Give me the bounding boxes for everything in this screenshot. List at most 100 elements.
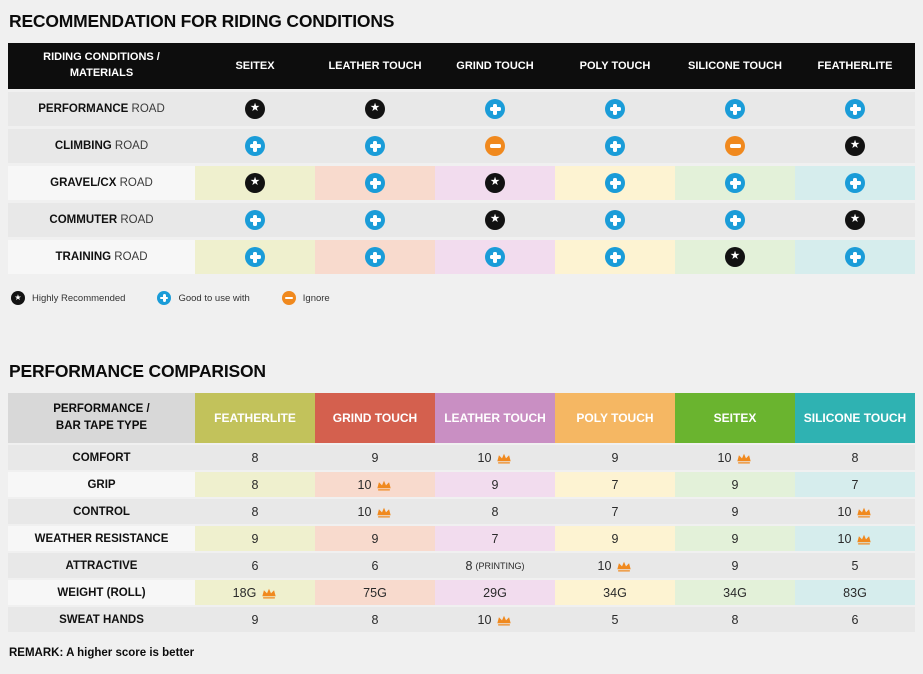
score-value: 10: [477, 450, 492, 465]
score-value: 9: [611, 531, 619, 546]
score-value: 6: [371, 558, 379, 573]
score-value: 9: [491, 477, 499, 492]
riding-row-label: GRAVEL/CX ROAD: [8, 166, 195, 200]
condition-name: TRAINING: [55, 251, 112, 263]
perf-table-body: COMFORT 8 9 10 9 10 8 GRIP 8 10 9 7 9 7 CONTROL 8 10 8 7 9 1…: [8, 445, 915, 632]
score-value: 9: [731, 477, 739, 492]
star-icon: [845, 210, 865, 230]
score-value: 8: [851, 450, 859, 465]
riding-header-row: RIDING CONDITIONS / MATERIALS SEITEX LEAT…: [8, 43, 915, 89]
perf-value-cell: 7: [555, 499, 675, 524]
perf-value-cell: 34G: [675, 580, 795, 605]
plus-icon: [365, 173, 385, 193]
score-value: 7: [491, 531, 499, 546]
riding-rating-cell: [315, 166, 435, 200]
score-value: 8: [251, 504, 259, 519]
perf-row-label: ATTRACTIVE: [65, 559, 138, 572]
riding-column-header: GRIND TOUCH: [456, 60, 534, 72]
riding-rating-cell: [435, 166, 555, 200]
riding-rating-cell: [315, 203, 435, 237]
crown-icon: [497, 453, 512, 464]
score-value: 8: [371, 612, 379, 627]
perf-header-row: PERFORMANCE / BAR TAPE TYPE FEATHERLITE G…: [8, 393, 915, 443]
crown-icon: [737, 453, 752, 464]
score-value: 9: [371, 450, 379, 465]
perf-value-cell: 10: [435, 607, 555, 632]
riding-rating-cell: [435, 240, 555, 274]
perf-column-header: FEATHERLITE: [195, 393, 315, 443]
riding-column-header: LEATHER TOUCH: [328, 60, 422, 72]
perf-table-row: CONTROL 8 10 8 7 9 10: [8, 499, 915, 524]
score-value: 7: [851, 477, 859, 492]
star-icon: [365, 99, 385, 119]
perf-table-row: SWEAT HANDS 9 8 10 5 8 6: [8, 607, 915, 632]
perf-value-cell: 10: [555, 553, 675, 578]
score-value: 9: [251, 531, 259, 546]
perf-value-cell: 9: [195, 526, 315, 551]
plus-icon: [725, 210, 745, 230]
score-value: 9: [251, 612, 259, 627]
perf-value-cell: 9: [195, 607, 315, 632]
riding-rating-cell: [315, 92, 435, 126]
riding-table-row: GRAVEL/CX ROAD: [8, 166, 915, 200]
riding-column-header: SILICONE TOUCH: [688, 60, 782, 72]
riding-rating-cell: [195, 92, 315, 126]
riding-row-label: CLIMBING ROAD: [8, 129, 195, 163]
riding-rating-cell: [795, 166, 915, 200]
riding-table-row: CLIMBING ROAD: [8, 129, 915, 163]
score-value: 10: [357, 504, 372, 519]
score-value: 5: [851, 558, 859, 573]
score-value: 10: [837, 504, 852, 519]
riding-rating-cell: [555, 240, 675, 274]
perf-value-cell: 9: [675, 526, 795, 551]
crown-icon: [497, 615, 512, 626]
perf-value-cell: 83G: [795, 580, 915, 605]
perf-column-header: SILICONE TOUCH: [795, 393, 915, 443]
riding-table-body: PERFORMANCE ROADCLIMBING ROADGRAVEL/CX R…: [8, 92, 915, 274]
riding-table-row: TRAINING ROAD: [8, 240, 915, 274]
perf-row-label: SWEAT HANDS: [59, 613, 144, 626]
perf-value-cell: 8: [195, 499, 315, 524]
condition-type: ROAD: [131, 103, 165, 115]
perf-value-cell: 29G: [435, 580, 555, 605]
perf-value-cell: 9: [555, 445, 675, 470]
perf-column-header: GRIND TOUCH: [315, 393, 435, 443]
crown-icon: [857, 507, 872, 518]
perf-row-label: COMFORT: [72, 451, 131, 464]
perf-value-cell: 18G: [195, 580, 315, 605]
perf-value-cell: 7: [795, 472, 915, 497]
perf-value-cell: 8: [435, 499, 555, 524]
perf-value-cell: 10: [315, 499, 435, 524]
perf-value-cell: 9: [555, 526, 675, 551]
perf-value-cell: 6: [315, 553, 435, 578]
riding-rating-cell: [555, 129, 675, 163]
plus-icon: [725, 173, 745, 193]
condition-name: GRAVEL/CX: [50, 177, 117, 189]
minus-icon: [281, 291, 296, 305]
condition-type: ROAD: [119, 177, 153, 189]
score-value: 9: [371, 531, 379, 546]
score-value: 10: [597, 558, 612, 573]
score-value: 8: [251, 477, 259, 492]
riding-table-title: RECOMMENDATION FOR RIDING CONDITIONS: [9, 11, 395, 31]
perf-value-cell: 5: [555, 607, 675, 632]
score-value: 9: [611, 450, 619, 465]
crown-icon: [617, 561, 632, 572]
score-suffix: (PRINTING): [475, 560, 525, 571]
score-value: 5: [611, 612, 619, 627]
plus-icon: [605, 136, 625, 156]
riding-rating-cell: [435, 129, 555, 163]
riding-row-label: TRAINING ROAD: [8, 240, 195, 274]
perf-value-cell: 9: [315, 526, 435, 551]
score-value: 7: [611, 477, 619, 492]
condition-name: PERFORMANCE: [38, 103, 129, 115]
riding-row-label: PERFORMANCE ROAD: [8, 92, 195, 126]
legend: Highly Recommended Good to use with Ignore: [11, 291, 915, 305]
legend-item: Good to use with: [157, 291, 250, 305]
perf-value-cell: 8: [195, 472, 315, 497]
minus-icon: [485, 136, 505, 156]
perf-value-cell: 9: [675, 472, 795, 497]
score-value: 29G: [483, 585, 507, 600]
riding-rating-cell: [795, 203, 915, 237]
